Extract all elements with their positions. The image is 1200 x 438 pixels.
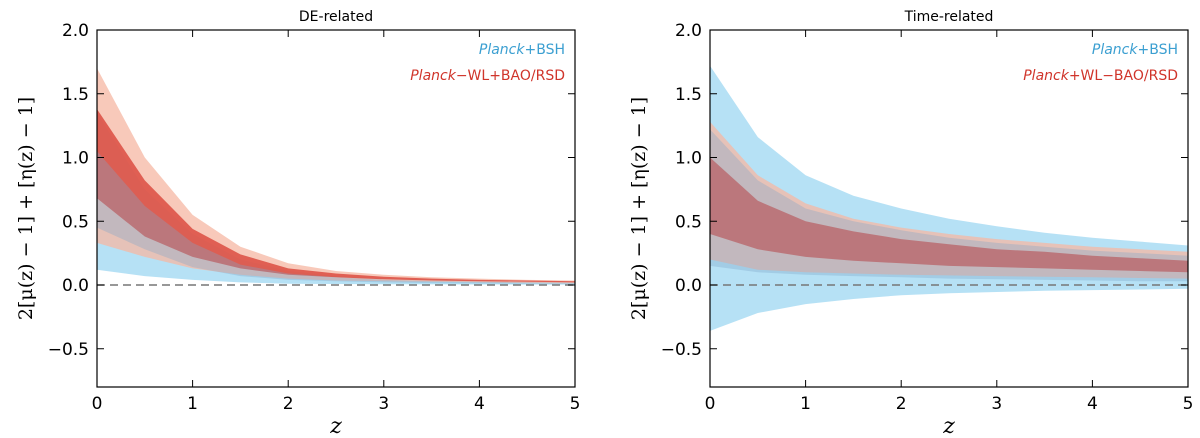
y-tick-label: 1.0 [62, 149, 89, 169]
y-tick-label: 2.0 [675, 21, 702, 41]
panel-title: DE-related [299, 9, 373, 25]
band-blue-outer [97, 112, 575, 285]
x-tick-label: 1 [187, 394, 198, 414]
legend-entry-blue: Planck+BSH [1092, 42, 1178, 58]
legend-rest: +WL−BAO/RSD [1069, 68, 1178, 84]
legend-entry-red: Planck−WL+BAO/RSD [410, 68, 565, 84]
y-tick-label: 0.5 [62, 212, 89, 232]
legend-italic: Planck [1023, 68, 1069, 84]
panel-2: 0 1 2 3 4 5 −0.5 0.0 0.5 1.0 1.5 2.0 Time-related z 2[… [628, 9, 1193, 438]
band-red-inner [710, 157, 1188, 273]
legend-italic: Planck [1092, 42, 1138, 58]
x-tick-label: 3 [378, 394, 389, 414]
x-tick-label: 5 [570, 394, 581, 414]
y-tick-label: 2.0 [62, 21, 89, 41]
y-tick-label: 1.5 [62, 85, 89, 105]
x-tick-label: 0 [92, 394, 103, 414]
y-axis-label: 2[μ(z) − 1] + [η(z) − 1] [15, 97, 37, 320]
y-tick-label: 1.5 [675, 85, 702, 105]
x-tick-label: 5 [1183, 394, 1194, 414]
x-axis-label: z [329, 414, 342, 438]
panel-title: Time-related [904, 9, 994, 25]
y-tick-label: 0.5 [675, 212, 702, 232]
x-tick-label: 2 [896, 394, 907, 414]
y-axis-label: 2[μ(z) − 1] + [η(z) − 1] [628, 97, 650, 320]
y-tick-label: −0.5 [661, 340, 702, 360]
bands [710, 65, 1188, 331]
x-axis-label: z [942, 414, 955, 438]
panel-1: 0 1 2 3 4 5 −0.5 0.0 0.5 1.0 1.5 2.0 DE-related z 2[μ(… [15, 9, 580, 438]
x-tick-label: 4 [474, 394, 485, 414]
legend-italic: Planck [479, 42, 525, 58]
legend-rest: −WL+BAO/RSD [456, 68, 565, 84]
x-tick-label: 2 [283, 394, 294, 414]
axes-frame [96, 29, 576, 388]
x-tick-label: 3 [991, 394, 1002, 414]
y-tick-label: 0.0 [675, 276, 702, 296]
x-tick-label: 4 [1087, 394, 1098, 414]
legend-entry-red: Planck+WL−BAO/RSD [1023, 68, 1178, 84]
axes-frame [709, 29, 1189, 388]
bands [97, 68, 575, 285]
x-tick-label: 0 [705, 394, 716, 414]
legend-rest: +BSH [1137, 42, 1178, 58]
legend-italic: Planck [410, 68, 456, 84]
legend-entry-blue: Planck+BSH [479, 42, 565, 58]
y-tick-label: 1.0 [675, 149, 702, 169]
x-tick-label: 1 [800, 394, 811, 414]
legend-rest: +BSH [524, 42, 565, 58]
y-tick-label: 0.0 [62, 276, 89, 296]
band-blue-inner [710, 129, 1188, 282]
y-tick-label: −0.5 [48, 340, 89, 360]
